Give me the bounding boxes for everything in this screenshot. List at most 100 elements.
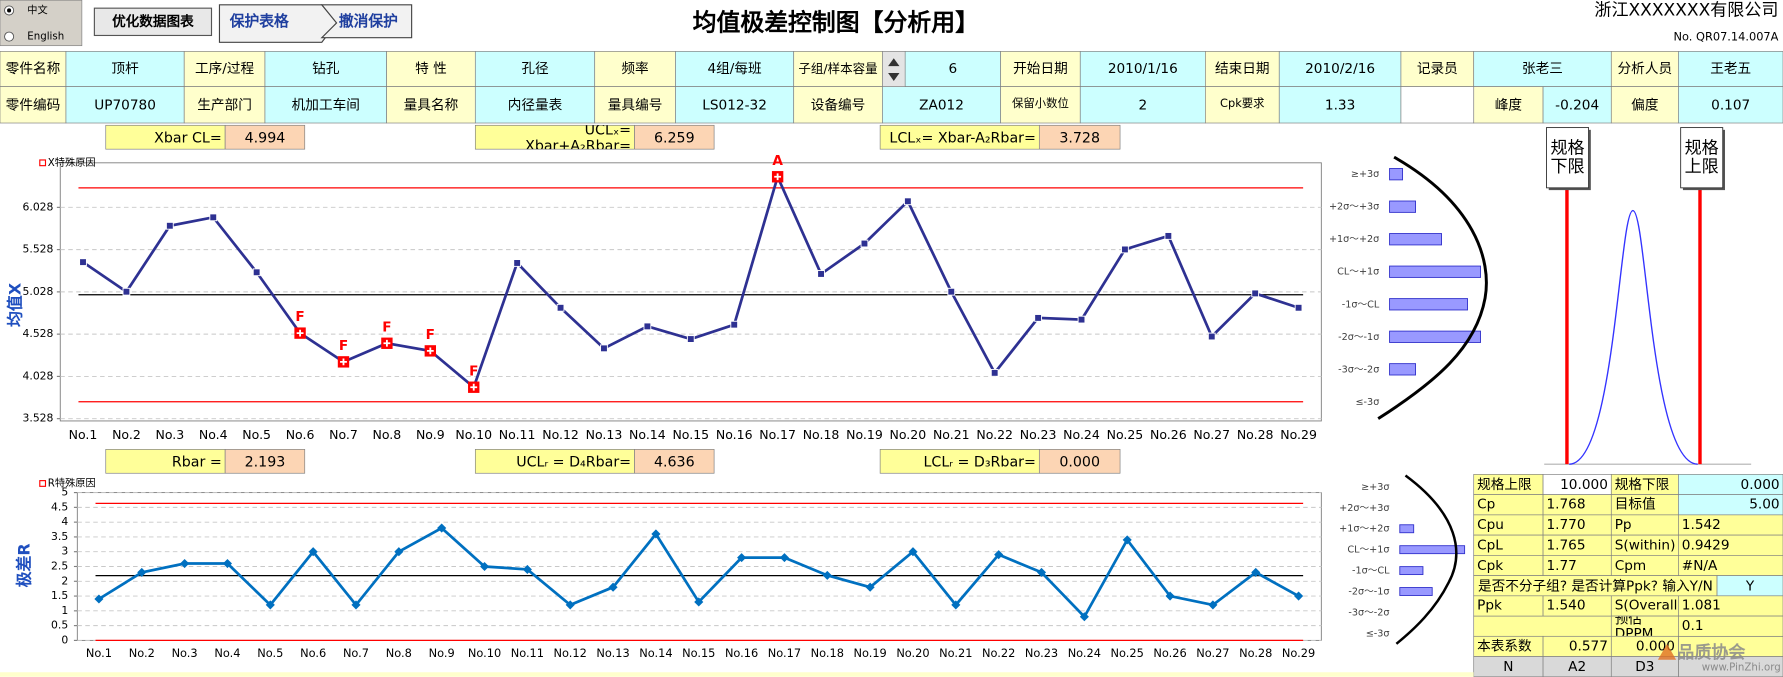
cell-text: 顶杆 [111,60,139,77]
x-tick-label: No.19 [853,646,886,660]
data-point [122,287,131,296]
histogram-label: -2σ～-1σ [1348,587,1389,598]
bottom-strip [0,672,1474,677]
histogram-label: CL～+1σ [1337,267,1379,278]
cell-text: ZA012 [919,96,964,113]
y-tick-label: 2.5 [51,559,68,572]
cell-box: 0.9429 [1681,536,1730,553]
cell-text: 量具名称 [403,96,459,113]
cell-box: 规格上限 [1477,477,1532,491]
x-tick-label: No.14 [639,646,672,660]
radio-button[interactable] [4,31,15,42]
cell-text: 2010/1/16 [1107,60,1178,77]
cell-box: LCLₓ= Xbar-A₂Rbar= [889,128,1036,146]
cell-text: Xbar CL= [154,128,222,146]
cell-box: Ppk [1477,597,1502,614]
point-label: F [469,363,478,379]
cell-text: 4.994 [244,128,286,146]
y-tick-label: 5.028 [23,285,54,298]
cell-text: 0.000 [1740,476,1780,493]
blank-cell [1473,615,1612,637]
data-point [137,567,147,577]
x-tick-label: No.23 [1020,427,1057,442]
x-tick-label: No.1 [86,646,112,660]
histogram-label: -2σ～-1σ [1338,332,1379,343]
radio-label[interactable]: 中文 [27,3,47,16]
cell-text: 零件名称 [5,60,61,77]
cell-box: 4.636 [654,454,695,469]
cell-text: 0.9429 [1681,536,1730,553]
special-point-cross [383,339,391,347]
cell-text: 规格下限 [1614,476,1670,493]
histogram-label: ≥+3σ [1361,482,1389,493]
cell-text: 1.768 [1546,496,1586,513]
cell-text: 是否不分子组? 是否计算Ppk? 输入Y/N [1477,577,1713,594]
cell-box: 规格下限 [1614,476,1670,493]
data-point [556,303,565,312]
data-point [651,529,661,539]
histogram-label: -1σ～CL [1342,299,1380,310]
data-point [694,597,704,607]
cell-text: Rbar = [171,452,222,470]
cell-text: Cpu [1477,516,1504,533]
cell-box: Rbar = [171,452,222,470]
table-cell [1000,51,1081,87]
cell-box: 1.540 [1546,599,1585,613]
cell-text: #N/A [1681,557,1718,574]
cell-box: 4组/每班 [707,62,761,76]
legend-label: R特殊原因 [48,476,96,489]
button[interactable] [320,4,413,39]
cell-box: 1.33 [1324,96,1356,113]
watermark-logo [1657,643,1677,660]
table-cell [634,124,715,150]
spec-label: 规格下限 [1550,137,1585,176]
y-tick-label: 0.5 [51,619,68,632]
cell-text: 6.259 [653,128,695,146]
cell-text: 工序/过程 [194,60,255,77]
cell-box: 零件名称 [5,60,61,77]
cell-text: 1.081 [1681,597,1721,614]
spinner-down[interactable] [888,72,900,81]
button-label[interactable]: 保护表格 [229,12,289,30]
cell-box: 4.994 [244,128,286,146]
cell-box: 钻孔 [312,60,340,77]
table-cell [1678,86,1783,124]
cell-box: Y [1746,578,1754,592]
cell-box: 1.768 [1546,496,1586,513]
cell-box: 生产部门 [197,97,252,111]
cell-text: D3 [1635,658,1655,675]
table-cell [904,51,1002,87]
table-cell [1038,124,1121,150]
y-tick-label: 1 [61,604,68,617]
cell-box: 频率 [621,62,648,76]
y-tick-label: 3.5 [51,530,68,543]
cell-box: 机加工车间 [292,97,360,111]
button[interactable] [93,7,213,37]
cell-box: 目标值 [1615,497,1656,511]
cell-box: 保留小数位 [1012,98,1069,110]
cell-box: 量具名称 [403,96,459,113]
cell-text: Ppk [1477,597,1502,614]
cell-box: Pp [1615,518,1632,532]
cell-text: LCLₓ= Xbar-A₂Rbar= [889,128,1036,146]
x-tick-label: No.29 [1282,646,1315,660]
cell-text: 量具编号 [607,96,663,113]
special-point-cross [340,358,347,366]
point-label: F [295,309,304,325]
button-label[interactable]: 优化数据图表 [112,13,194,30]
data-point [730,320,739,329]
table-cell [1610,86,1679,124]
x-tick-label: No.7 [329,427,358,442]
cell-box: 规格上限 [1685,139,1719,175]
x-tick-label: No.8 [373,427,402,442]
spinner-up[interactable] [888,58,900,67]
cell-box: 10.000 [1560,477,1608,491]
cell-text: 钻孔 [312,60,340,77]
cell-text: 1.33 [1324,96,1356,113]
radio-label[interactable]: English [27,32,64,43]
spinner[interactable] [882,51,906,87]
button-label[interactable]: 撤消保护 [339,12,398,30]
x-tick-label: No.16 [725,646,758,660]
cell-box: 6 [949,62,958,76]
